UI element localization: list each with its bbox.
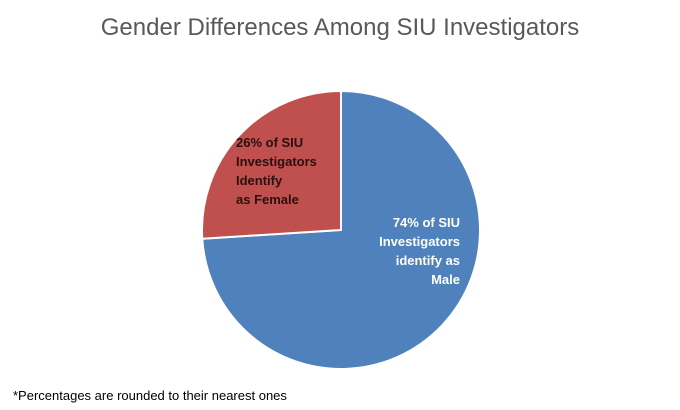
male-label-line-4: Male [431,272,460,287]
male-label-line-3: identify as [395,253,460,268]
pie-slice-female [201,90,342,240]
chart-title: Gender Differences Among SIU Investigato… [100,14,580,41]
female-label-line-1: 26% of SIU [236,135,304,150]
male-label-line-2: Investigators [379,234,460,249]
male-slice-label: 74% of SIU Investigators identify as Mal… [340,213,460,289]
female-slice-label: 26% of SIU Investigators Identify as Fem… [236,133,346,209]
female-label-line-3: Identify [236,173,283,188]
female-label-line-2: Investigators [236,154,317,169]
male-label-line-1: 74% of SIU [392,215,460,230]
footnote: *Percentages are rounded to their neares… [13,388,287,403]
female-label-line-4: as Female [236,192,299,207]
